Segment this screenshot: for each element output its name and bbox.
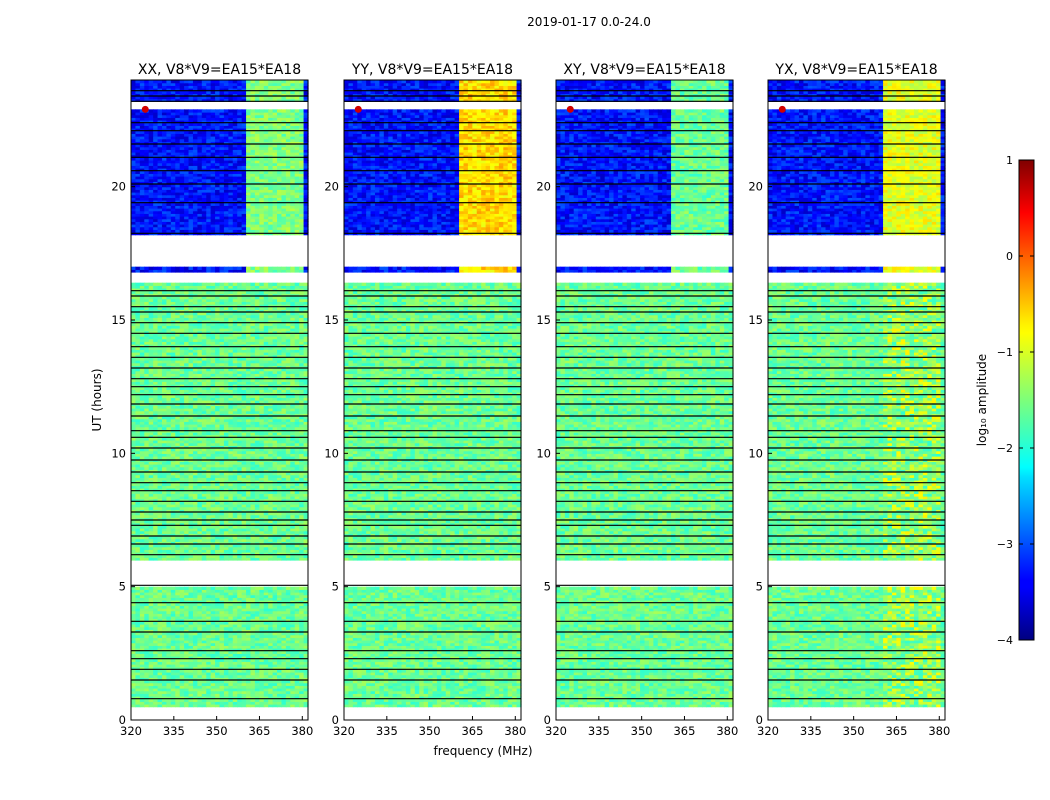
x-axis-label: frequency (MHz) bbox=[433, 744, 532, 758]
panel-heatmap bbox=[131, 80, 309, 707]
figure-suptitle: 2019-01-17 0.0-24.0 bbox=[527, 15, 651, 29]
figure: 2019-01-17 0.0-24.0 UT (hours) frequency… bbox=[0, 0, 1050, 800]
y-axis-label: UT (hours) bbox=[90, 368, 104, 431]
